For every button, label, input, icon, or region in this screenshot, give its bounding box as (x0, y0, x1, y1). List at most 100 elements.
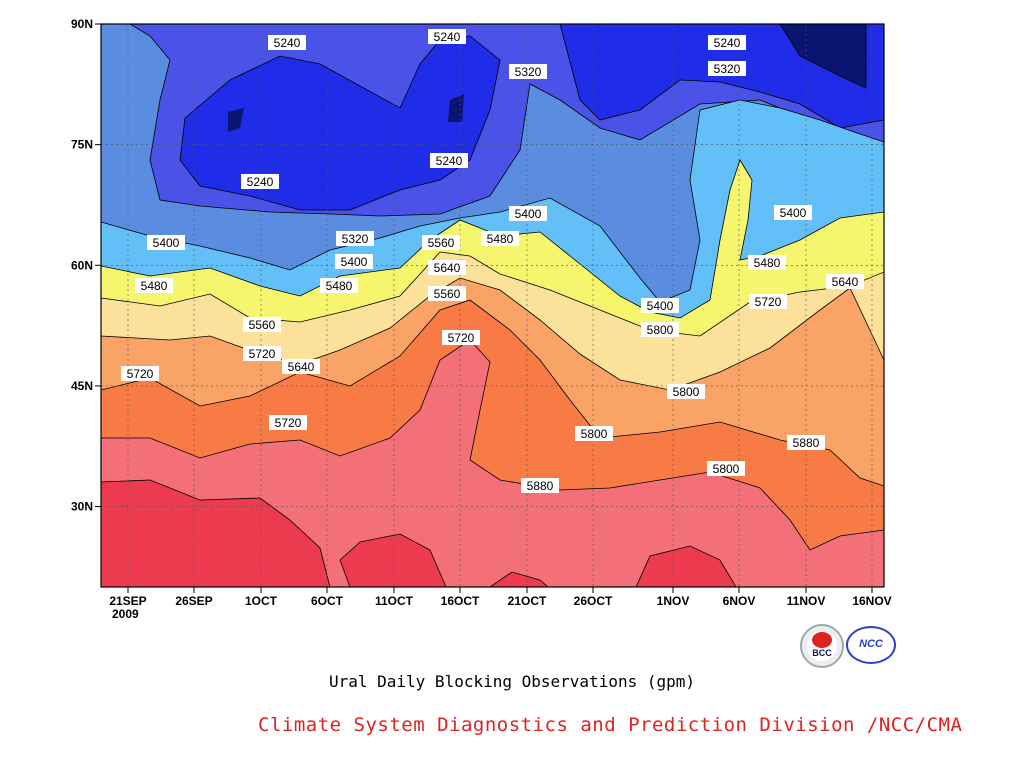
chart-title: Ural Daily Blocking Observations (gpm) (328, 672, 696, 691)
svg-text:5720: 5720 (249, 347, 276, 361)
x-tick-label: 26SEP (175, 594, 212, 608)
svg-text:5720: 5720 (448, 331, 475, 345)
plot-frame (100, 23, 885, 588)
svg-text:5720: 5720 (275, 416, 302, 430)
svg-text:5560: 5560 (434, 287, 461, 301)
contour-label: 5720 (749, 294, 787, 309)
y-tick-labels: 30N 45N 60N 75N 90N (71, 17, 93, 514)
contour-labels: 5240 5240 5240 5240 5240 5320 5320 5400 5320 5400… (121, 29, 864, 493)
contour-label: 5320 (509, 64, 547, 79)
y-tick-label: 75N (71, 138, 93, 152)
contour-label: 5640 (428, 260, 466, 275)
band-5160-ne (779, 24, 867, 89)
svg-text:5320: 5320 (515, 65, 542, 79)
y-tick-label: 45N (71, 379, 93, 393)
band-5800-5880 (101, 339, 884, 587)
svg-text:5480: 5480 (487, 232, 514, 246)
svg-text:5240: 5240 (274, 36, 301, 50)
svg-text:5640: 5640 (288, 360, 315, 374)
svg-text:5480: 5480 (754, 256, 781, 270)
contour-label: 5400 (147, 235, 185, 250)
x-tick-labels: 21SEP 26SEP 1OCT 6OCT 11OCT 16OCT 21OCT 26OCT 1N… (109, 594, 891, 608)
x-tick-label: 21SEP (109, 594, 146, 608)
x-tick-label: 21OCT (508, 594, 547, 608)
svg-text:5400: 5400 (153, 236, 180, 250)
svg-text:5800: 5800 (647, 323, 674, 337)
svg-text:5800: 5800 (673, 385, 700, 399)
contour-label: 5800 (667, 384, 705, 399)
y-tick-label: 90N (71, 17, 93, 31)
contour-label: 5400 (335, 254, 373, 269)
contour-label: 5240 (430, 153, 468, 168)
svg-text:5720: 5720 (755, 295, 782, 309)
contour-label: 5240 (241, 174, 279, 189)
svg-text:5560: 5560 (249, 318, 276, 332)
contour-label: 5800 (575, 426, 613, 441)
svg-text:5240: 5240 (247, 175, 274, 189)
contour-label: 5880 (787, 435, 825, 450)
x-tick-label: 26OCT (574, 594, 613, 608)
svg-text:5800: 5800 (713, 462, 740, 476)
svg-text:5640: 5640 (434, 261, 461, 275)
contour-label: 5400 (774, 205, 812, 220)
svg-text:5560: 5560 (428, 236, 455, 250)
svg-text:5880: 5880 (527, 479, 554, 493)
band-5880-s2 (489, 571, 549, 587)
contour-label: 5720 (269, 415, 307, 430)
ncc-logo-text: NCC (859, 638, 883, 650)
contour-label: 5400 (641, 298, 679, 313)
x-tick-label: 1OCT (245, 594, 278, 608)
svg-text:5800: 5800 (581, 427, 608, 441)
contour-label: 5880 (521, 478, 559, 493)
contour-label: 5240 (268, 35, 306, 50)
x-tick-label: 1NOV (657, 594, 690, 608)
x-tick-label: 11NOV (787, 594, 826, 608)
contour-label: 5560 (243, 317, 281, 332)
svg-text:5400: 5400 (780, 206, 807, 220)
x-tick-label: 11OCT (375, 594, 414, 608)
svg-text:5880: 5880 (793, 436, 820, 450)
svg-text:5400: 5400 (647, 299, 674, 313)
contour-fill-layer (101, 24, 884, 587)
contour-label: 5720 (121, 366, 159, 381)
contour-label: 5320 (708, 61, 746, 76)
tick-marks (95, 23, 873, 593)
svg-text:5480: 5480 (326, 279, 353, 293)
contour-label: 5800 (641, 322, 679, 337)
contour-label: 5320 (336, 231, 374, 246)
x-year-label: 2009 (112, 607, 139, 621)
band-5160-spot1 (228, 108, 244, 132)
bcc-logo: BCC (800, 624, 844, 668)
svg-text:5720: 5720 (127, 367, 154, 381)
contour-label: 5640 (826, 274, 864, 289)
y-tick-label: 30N (71, 500, 93, 514)
ncc-logo: NCC (846, 626, 896, 664)
bcc-logo-text: BCC (812, 648, 832, 658)
svg-text:5320: 5320 (714, 62, 741, 76)
svg-text:5400: 5400 (341, 255, 368, 269)
x-tick-label: 6OCT (311, 594, 344, 608)
band-5240-low (179, 35, 501, 211)
contour-label: 5480 (320, 278, 358, 293)
x-tick-label: 16OCT (441, 594, 480, 608)
contour-label: 5560 (428, 286, 466, 301)
contour-label: 5240 (708, 35, 746, 50)
contour-label: 5560 (422, 235, 460, 250)
svg-text:5640: 5640 (832, 275, 859, 289)
svg-text:5480: 5480 (141, 279, 168, 293)
contour-label: 5480 (135, 278, 173, 293)
svg-text:5240: 5240 (434, 30, 461, 44)
contour-label: 5720 (442, 330, 480, 345)
svg-text:5400: 5400 (515, 207, 542, 221)
contour-label: 5480 (481, 231, 519, 246)
contour-label: 5640 (282, 359, 320, 374)
y-tick-label: 60N (71, 258, 93, 272)
band-5880-sw (101, 479, 331, 587)
svg-text:5240: 5240 (436, 154, 463, 168)
x-tick-label: 16NOV (852, 594, 891, 608)
contour-label: 5480 (748, 255, 786, 270)
band-5880-se (635, 545, 737, 587)
bcc-emblem-icon (812, 632, 832, 648)
contour-label: 5800 (707, 461, 745, 476)
